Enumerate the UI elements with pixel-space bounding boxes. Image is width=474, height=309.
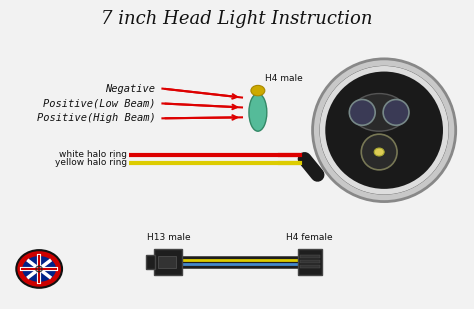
FancyBboxPatch shape: [146, 255, 155, 269]
Text: Positive(Low Beam): Positive(Low Beam): [43, 99, 155, 108]
Ellipse shape: [249, 94, 267, 131]
Text: H4 female: H4 female: [286, 233, 333, 242]
Ellipse shape: [251, 85, 265, 96]
FancyBboxPatch shape: [300, 265, 319, 268]
Circle shape: [349, 99, 375, 125]
Circle shape: [312, 59, 456, 201]
Ellipse shape: [22, 256, 56, 282]
Circle shape: [383, 99, 409, 125]
FancyBboxPatch shape: [300, 255, 319, 258]
Circle shape: [320, 67, 448, 194]
Text: Positive(High Beam): Positive(High Beam): [36, 113, 155, 123]
Text: 7 inch Head Light Instruction: 7 inch Head Light Instruction: [101, 10, 373, 28]
FancyBboxPatch shape: [300, 260, 319, 263]
Ellipse shape: [352, 94, 407, 131]
Text: H13 male: H13 male: [146, 233, 190, 242]
Text: yellow halo ring: yellow halo ring: [55, 159, 127, 167]
Ellipse shape: [16, 250, 62, 288]
Text: H4 male: H4 male: [265, 74, 302, 83]
FancyBboxPatch shape: [155, 249, 182, 275]
FancyBboxPatch shape: [158, 256, 176, 268]
FancyBboxPatch shape: [298, 249, 321, 275]
Text: ⚙: ⚙: [34, 265, 44, 275]
Ellipse shape: [374, 148, 384, 156]
Text: white halo ring: white halo ring: [59, 150, 127, 159]
Text: Negative: Negative: [106, 84, 155, 94]
Circle shape: [361, 134, 397, 170]
